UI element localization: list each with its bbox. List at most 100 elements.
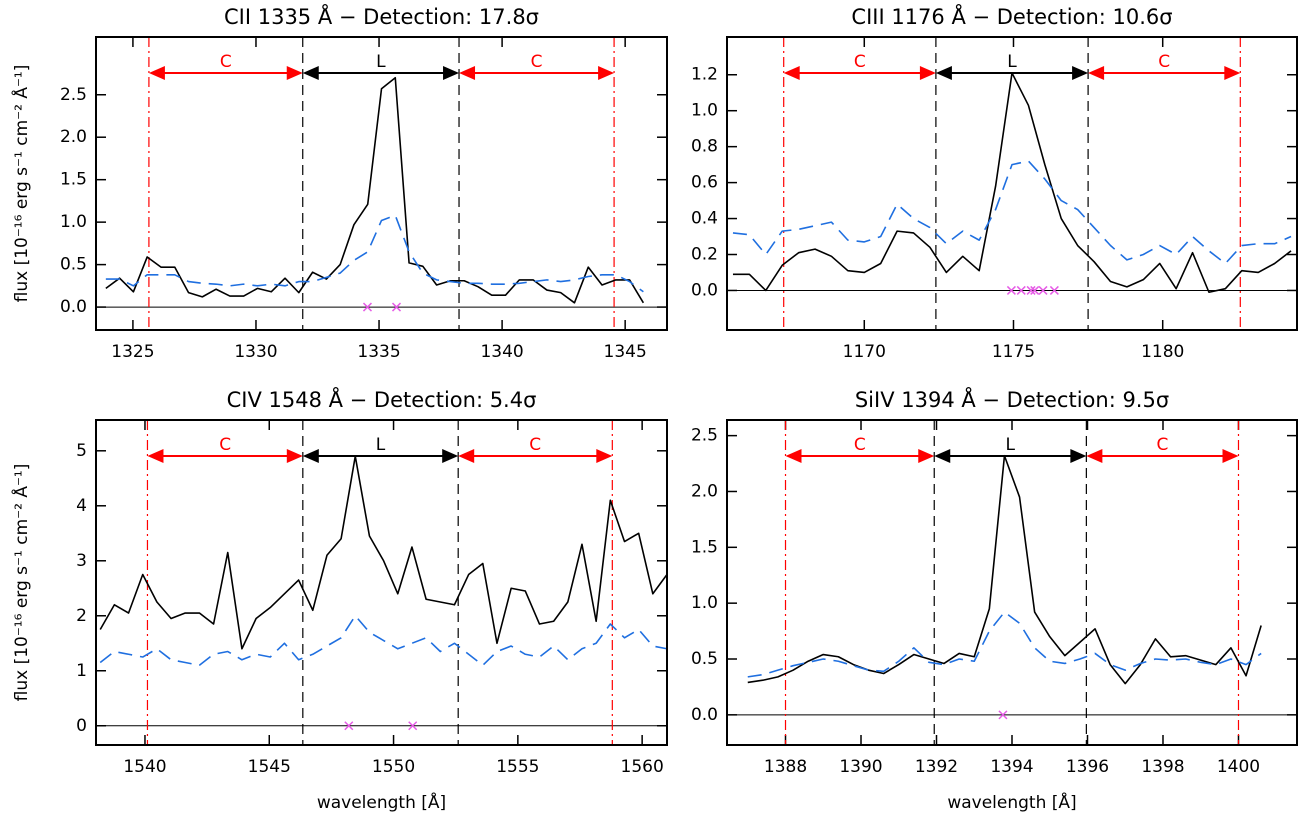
region-label: L xyxy=(1007,52,1017,72)
x-tick-label: 1170 xyxy=(843,342,886,362)
marker-stroke xyxy=(998,710,1008,720)
line-marker xyxy=(998,710,1008,720)
spectrum-line xyxy=(747,454,1262,685)
arrow-head xyxy=(1070,449,1087,463)
arrow-head xyxy=(1224,66,1241,80)
arrow-head xyxy=(459,66,476,80)
x-tick-label: 1392 xyxy=(915,757,958,777)
x-tick-label: 1388 xyxy=(764,757,807,777)
arrow-head xyxy=(783,66,800,80)
panel-title: CIII 1176 Å − Detection: 10.6σ xyxy=(851,3,1172,29)
line-marker xyxy=(1030,285,1040,295)
marker-stroke xyxy=(344,721,354,731)
panel: CII 1335 Å − Detection: 17.8σ 1325 1330 133… xyxy=(10,3,668,362)
marker-stroke xyxy=(391,302,402,312)
y-tick-label: 1.0 xyxy=(60,212,87,232)
x-tick-label: 1335 xyxy=(357,342,400,362)
line-marker xyxy=(1006,285,1016,295)
x-tick-label: 1400 xyxy=(1217,757,1260,777)
spectrum-line xyxy=(105,76,645,304)
line-marker xyxy=(1026,285,1036,295)
y-tick-label: 1 xyxy=(76,661,87,681)
y-tick-label: 3 xyxy=(76,551,87,571)
region-label: L xyxy=(376,435,386,455)
spectrum-line xyxy=(732,72,1292,294)
y-tick-label: 0.0 xyxy=(60,297,87,317)
arrow-head xyxy=(785,449,802,463)
y-tick-label: 2.0 xyxy=(691,481,718,501)
y-tick-label: 0.0 xyxy=(691,280,718,300)
arrow-head xyxy=(1086,449,1103,463)
arrow-head xyxy=(598,66,615,80)
line-marker xyxy=(344,721,354,731)
panel-title: CIV 1548 Å − Detection: 5.4σ xyxy=(227,386,537,412)
spectrum-line xyxy=(105,214,644,293)
y-tick-label: 1.0 xyxy=(691,593,718,613)
x-tick-label: 1180 xyxy=(1141,342,1184,362)
line-marker xyxy=(1049,285,1059,295)
y-tick-label: 4 xyxy=(76,496,87,516)
y-tick-label: 1.5 xyxy=(60,170,87,190)
spectrum-line xyxy=(747,611,1262,678)
x-tick-label: 1340 xyxy=(480,342,523,362)
x-tick-label: 1550 xyxy=(372,757,415,777)
arrow-head xyxy=(286,66,303,80)
y-tick-label: 0.5 xyxy=(60,255,87,275)
arrow-head xyxy=(148,66,165,80)
y-axis-label: flux [10⁻¹⁶ erg s⁻¹ cm⁻² Å⁻¹] xyxy=(10,464,32,702)
region-label: C xyxy=(1158,52,1170,72)
arrow-head xyxy=(286,449,303,463)
x-tick-label: 1394 xyxy=(990,757,1033,777)
line-marker xyxy=(391,302,402,312)
plot-frame xyxy=(726,36,1298,331)
y-tick-label: 0.6 xyxy=(691,173,718,193)
region-label: C xyxy=(220,52,232,72)
arrow-head xyxy=(919,66,936,80)
x-tick-label: 1540 xyxy=(123,757,166,777)
region-label: C xyxy=(531,52,543,72)
arrow-head xyxy=(302,449,319,463)
marker-stroke xyxy=(1038,285,1048,295)
spectrum-line xyxy=(99,455,667,650)
x-axis-label: wavelength [Å] xyxy=(947,791,1076,813)
arrow-head xyxy=(1222,449,1239,463)
marker-stroke xyxy=(1049,285,1059,295)
y-tick-label: 1.2 xyxy=(691,65,718,85)
y-tick-label: 0 xyxy=(76,716,87,736)
marker-stroke xyxy=(1016,285,1026,295)
panel: SiIV 1394 Å − Detection: 9.5σ 1388 1390 139… xyxy=(691,386,1298,813)
marker-stroke xyxy=(408,721,418,731)
arrow-head xyxy=(458,449,475,463)
marker-stroke xyxy=(1026,285,1036,295)
arrow-head xyxy=(302,66,319,80)
marker-stroke xyxy=(1030,285,1040,295)
y-tick-label: 5 xyxy=(76,441,87,461)
arrow-head xyxy=(1088,66,1105,80)
y-axis-label: flux [10⁻¹⁶ erg s⁻¹ cm⁻² Å⁻¹] xyxy=(10,65,32,303)
x-axis-label: wavelength [Å] xyxy=(317,791,446,813)
region-label: L xyxy=(1006,435,1016,455)
x-tick-label: 1175 xyxy=(992,342,1035,362)
spectrum-line xyxy=(732,160,1292,265)
arrow-head xyxy=(1072,66,1089,80)
arrow-head xyxy=(935,66,952,80)
arrow-head xyxy=(918,449,935,463)
arrow-head xyxy=(147,449,164,463)
region-label: C xyxy=(529,435,541,455)
plot-frame xyxy=(726,419,1298,746)
x-tick-label: 1396 xyxy=(1066,757,1109,777)
y-tick-label: 2 xyxy=(76,606,87,626)
region-label: C xyxy=(219,435,231,455)
line-marker xyxy=(408,721,418,731)
panel-title: SiIV 1394 Å − Detection: 9.5σ xyxy=(855,386,1169,412)
y-tick-label: 2.0 xyxy=(60,127,87,147)
x-tick-label: 1345 xyxy=(604,342,647,362)
y-tick-label: 1.5 xyxy=(691,537,718,557)
